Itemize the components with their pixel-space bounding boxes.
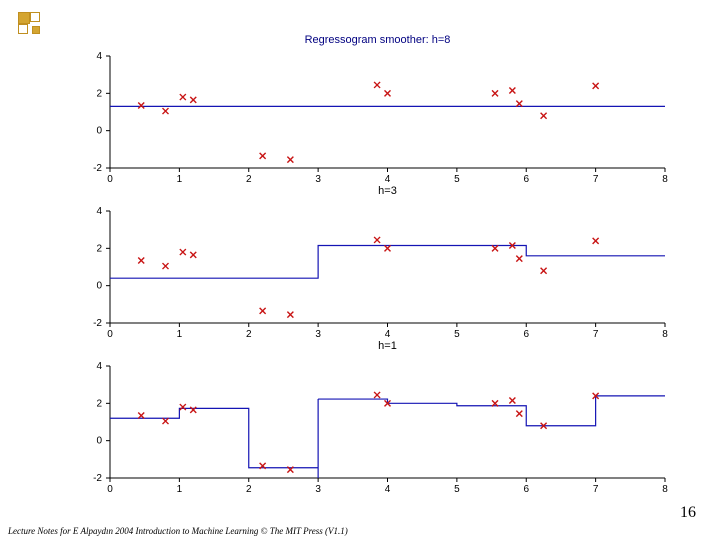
svg-text:3: 3	[315, 484, 321, 495]
svg-text:8: 8	[662, 174, 668, 185]
svg-text:7: 7	[593, 329, 599, 340]
svg-text:8: 8	[662, 329, 668, 340]
svg-text:2: 2	[96, 88, 102, 99]
svg-text:7: 7	[593, 484, 599, 495]
page-number: 16	[680, 504, 696, 522]
svg-text:6: 6	[523, 484, 529, 495]
svg-text:8: 8	[662, 484, 668, 495]
svg-text:2: 2	[96, 243, 102, 254]
chart-panel-2: -2 0 2 4 0 1 2 3 4 5 6 7 8	[90, 358, 665, 508]
chart-panel-1: -2 0 2 4 0 1 2 3 4 5 6 7 8 h=1	[90, 203, 665, 353]
svg-text:1: 1	[177, 174, 183, 185]
svg-text:3: 3	[315, 329, 321, 340]
svg-text:4: 4	[385, 329, 391, 340]
svg-text:-2: -2	[93, 473, 102, 484]
svg-text:4: 4	[385, 174, 391, 185]
svg-text:4: 4	[96, 206, 102, 217]
svg-text:2: 2	[96, 398, 102, 409]
svg-text:6: 6	[523, 174, 529, 185]
svg-text:0: 0	[107, 174, 113, 185]
svg-text:0: 0	[107, 329, 113, 340]
svg-text:0: 0	[107, 484, 113, 495]
footer-citation: Lecture Notes for E Alpaydın 2004 Introd…	[8, 526, 348, 536]
svg-text:4: 4	[96, 51, 102, 62]
svg-text:2: 2	[246, 484, 252, 495]
svg-text:2: 2	[246, 329, 252, 340]
svg-text:6: 6	[523, 329, 529, 340]
chart-panel-0: -2 0 2 4 0 1 2 3 4 5 6 7 8 h=3	[90, 48, 665, 198]
svg-text:-2: -2	[93, 318, 102, 329]
svg-text:0: 0	[96, 281, 102, 292]
svg-text:5: 5	[454, 174, 460, 185]
svg-text:4: 4	[385, 484, 391, 495]
svg-text:-2: -2	[93, 163, 102, 174]
svg-text:3: 3	[315, 174, 321, 185]
svg-text:7: 7	[593, 174, 599, 185]
svg-text:0: 0	[96, 126, 102, 137]
slide-decoration-icon	[18, 12, 46, 40]
main-title: Regressogram smoother: h=8	[90, 34, 665, 46]
svg-text:1: 1	[177, 329, 183, 340]
svg-text:h=3: h=3	[378, 185, 397, 197]
svg-text:0: 0	[96, 436, 102, 447]
svg-text:5: 5	[454, 484, 460, 495]
svg-text:1: 1	[177, 484, 183, 495]
svg-text:4: 4	[96, 361, 102, 372]
svg-text:2: 2	[246, 174, 252, 185]
svg-text:5: 5	[454, 329, 460, 340]
svg-text:h=1: h=1	[378, 340, 397, 352]
